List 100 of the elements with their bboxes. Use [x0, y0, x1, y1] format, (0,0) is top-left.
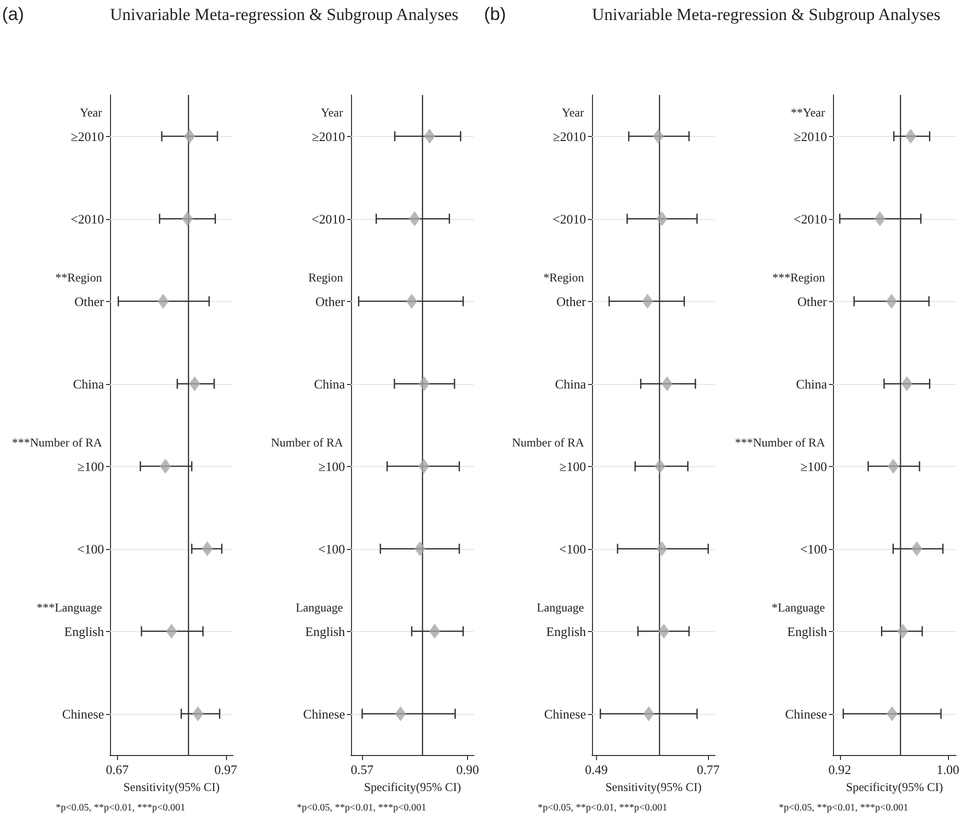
point — [662, 376, 673, 392]
x-tick-label: 0.92 — [828, 762, 852, 777]
text: ***Number of RA — [12, 435, 102, 450]
point — [901, 376, 912, 392]
text: ***Language — [36, 600, 102, 614]
text: *Region — [543, 270, 584, 284]
point — [897, 624, 908, 639]
y-tick-label: ≥2010 — [794, 128, 827, 144]
y-tick-label: Chinese — [785, 706, 828, 722]
point — [406, 294, 418, 309]
y-tick-label: China — [796, 376, 828, 392]
y-tick-label: English — [64, 624, 104, 639]
point — [418, 376, 430, 392]
x-axis-title: Specificity(95% CI) — [364, 780, 461, 794]
y-tick-label: English — [546, 624, 586, 639]
x-tick-label: 0.97 — [214, 762, 238, 777]
x-tick-label: 0.57 — [350, 762, 374, 777]
y-tick-label: <2010 — [312, 211, 345, 226]
text: Year — [80, 105, 102, 120]
y-tick-label: Other — [74, 294, 105, 309]
x-tick-label: 0.49 — [585, 762, 608, 777]
y-tick-label: English — [305, 624, 346, 639]
y-tick-label: Other — [556, 294, 587, 309]
chart-subtitle: (b) — [484, 4, 506, 25]
y-tick-label: ≥2010 — [552, 128, 586, 144]
text: Language — [536, 600, 584, 614]
x-axis-title: Sensitivity(95% CI) — [123, 780, 220, 794]
point — [654, 458, 666, 474]
text: *p<0.05, **p<0.01, ***p<0.001 — [538, 802, 668, 814]
point — [658, 624, 670, 639]
text: Region — [308, 270, 343, 284]
y-tick-label: China — [314, 376, 346, 392]
point — [192, 706, 204, 722]
point — [409, 211, 420, 226]
text: ***Region — [772, 270, 825, 284]
point — [656, 211, 668, 226]
y-tick-label: <100 — [77, 541, 104, 556]
text: **Year — [790, 105, 825, 120]
point — [166, 624, 177, 639]
text: ***Number of RA — [735, 435, 826, 450]
point — [429, 624, 440, 639]
text: Language — [296, 600, 343, 614]
y-tick-label: ≥2010 — [70, 128, 104, 144]
y-tick-label: ≥100 — [559, 458, 586, 474]
y-tick-label: English — [787, 624, 828, 639]
point — [414, 541, 426, 556]
y-tick-label: <2010 — [552, 211, 586, 226]
point — [424, 128, 436, 144]
y-tick-label: <2010 — [794, 211, 827, 226]
y-tick-label: Chinese — [544, 706, 586, 722]
point — [886, 294, 898, 309]
point — [656, 541, 668, 556]
y-tick-label: ≥100 — [318, 458, 345, 474]
y-tick-label: China — [554, 376, 586, 392]
y-tick-label: ≥100 — [77, 458, 104, 474]
y-tick-label: Chinese — [62, 706, 104, 722]
text: Number of RA — [271, 435, 344, 450]
x-tick-label: 0.77 — [696, 762, 720, 777]
point — [874, 211, 886, 226]
y-tick-label: Chinese — [303, 706, 346, 722]
point — [202, 541, 213, 556]
x-tick-label: 0.90 — [456, 762, 479, 777]
x-axis-title: Specificity(95% CI) — [846, 780, 943, 794]
point — [184, 128, 196, 144]
text: *p<0.05, **p<0.01, ***p<0.001 — [56, 802, 186, 814]
y-tick-label: China — [72, 376, 104, 392]
text: *Language — [772, 600, 825, 614]
point — [888, 458, 899, 474]
text: Univariable Meta-regression & Subgroup Analyses — [110, 5, 458, 25]
point — [160, 458, 171, 474]
chart-subtitle: (a) — [2, 4, 24, 25]
point — [158, 294, 169, 309]
x-tick-label: 0.67 — [106, 762, 130, 777]
text: **Region — [55, 270, 102, 284]
text: Year — [320, 105, 343, 120]
y-tick-label: Other — [797, 294, 828, 309]
text: *p<0.05, **p<0.01, ***p<0.001 — [296, 802, 426, 814]
point — [395, 706, 406, 722]
point — [886, 706, 898, 722]
point — [652, 128, 664, 144]
point — [905, 128, 916, 144]
point — [418, 458, 430, 474]
x-axis-title: Sensitivity(95% CI) — [605, 780, 702, 794]
y-tick-label: <100 — [800, 541, 827, 556]
y-tick-label: <2010 — [70, 211, 104, 226]
y-tick-label: ≥2010 — [312, 128, 345, 144]
point — [189, 376, 200, 392]
x-tick-label: 1.00 — [936, 762, 960, 777]
y-tick-label: Other — [315, 294, 346, 309]
point — [182, 211, 193, 226]
point — [911, 541, 922, 556]
y-tick-label: <100 — [559, 541, 586, 556]
y-tick-label: ≥100 — [800, 458, 827, 474]
text: *p<0.05, **p<0.01, ***p<0.001 — [778, 802, 908, 814]
text: Univariable Meta-regression & Subgroup Analyses — [592, 5, 940, 25]
point — [643, 706, 654, 722]
text: Year — [562, 105, 584, 120]
y-tick-label: <100 — [318, 541, 345, 556]
point — [642, 294, 654, 309]
text: Number of RA — [512, 435, 584, 450]
